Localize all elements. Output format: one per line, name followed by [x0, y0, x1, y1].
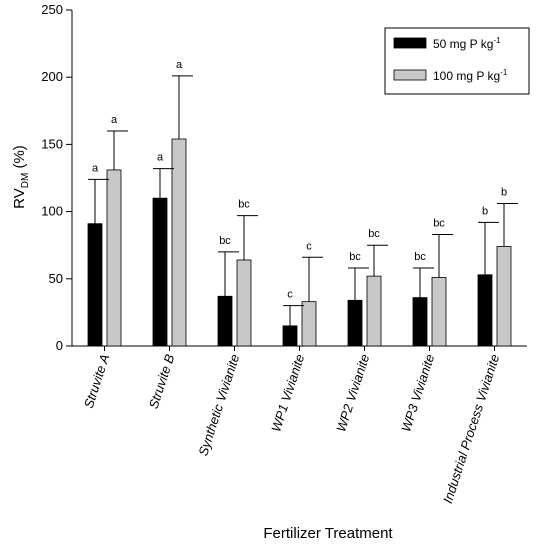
bar-series-2-2: [171, 138, 187, 347]
significance-letter: bc: [433, 217, 445, 229]
bar-series-1-1: [87, 223, 103, 347]
legend-label-series-1: 50 mg P kg-1: [433, 36, 501, 51]
category-labels: Struvite A Struvite B Synthetic Vivianite W…: [81, 346, 502, 505]
y-tick-label: 50: [49, 271, 63, 286]
bar-series-1-5: [347, 299, 363, 347]
significance-letter: a: [92, 162, 99, 174]
significance-letter: bc: [414, 251, 426, 263]
bar-series-1-4: [282, 325, 298, 347]
significance-letter: bc: [368, 228, 380, 240]
category-label: Struvite B: [146, 352, 178, 411]
significance-letter: a: [111, 114, 118, 126]
legend-swatch-series-1: [393, 37, 427, 49]
bar-series-2-5: [366, 275, 382, 347]
y-axis-title-subscript: DM: [20, 173, 31, 189]
legend-label-series-2: 100 mg P kg-1: [433, 68, 508, 83]
bar-series-1-7: [477, 274, 493, 347]
bar-series-2-7: [496, 246, 512, 347]
y-tick-label: 250: [41, 2, 63, 17]
bar-series-2-4: [301, 301, 317, 347]
y-axis-title: RVDM (%): [11, 145, 31, 209]
significance-letter: bc: [349, 251, 361, 263]
x-axis-title: Fertilizer Treatment: [263, 525, 393, 542]
significance-letter: c: [306, 240, 312, 252]
legend: 50 mg P kg-1 100 mg P kg-1: [384, 27, 530, 95]
significance-letter: bc: [238, 199, 250, 211]
legend-label-series-1-sup: -1: [493, 36, 501, 45]
y-axis: 0 50 100 150 200 250: [41, 2, 73, 353]
bar-series-2-3: [236, 259, 252, 347]
category-label: WP1 Vivianite: [268, 352, 307, 433]
legend-swatch-series-2: [393, 69, 427, 81]
significance-letter: a: [176, 59, 183, 71]
significance-letter: a: [157, 152, 164, 164]
y-tick-label: 200: [41, 69, 63, 84]
category-label: Struvite A: [81, 352, 113, 410]
significance-letter: b: [482, 205, 488, 217]
bars: [87, 138, 512, 347]
y-tick-label: 150: [41, 136, 63, 151]
legend-label-series-2-sup: -1: [500, 68, 508, 77]
bar-series-1-2: [152, 197, 168, 347]
category-label: WP2 Vivianite: [333, 352, 372, 433]
significance-letter: c: [287, 289, 293, 301]
category-label: Synthetic Vivianite: [195, 352, 242, 457]
bar-series-1-3: [217, 295, 233, 347]
y-axis-title-unit: (%): [11, 145, 28, 173]
category-label: WP3 Vivianite: [398, 352, 437, 433]
bar-series-1-6: [412, 297, 428, 347]
error-bars: [88, 75, 518, 326]
significance-letter: bc: [219, 235, 231, 247]
category-label: Industrial Process Vivianite: [440, 352, 502, 505]
bar-series-2-1: [106, 169, 122, 347]
y-tick-label: 0: [56, 338, 63, 353]
significance-letter: b: [501, 187, 507, 199]
y-tick-label: 100: [41, 204, 63, 219]
bar-series-2-6: [431, 277, 447, 347]
